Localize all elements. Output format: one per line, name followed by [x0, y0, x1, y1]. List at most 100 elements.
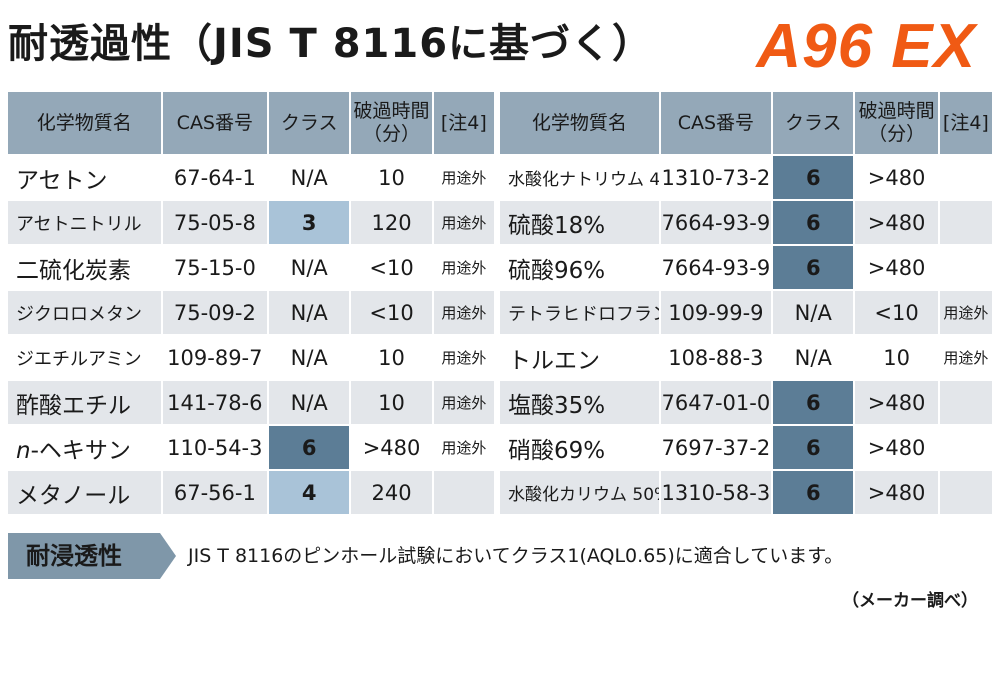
note-value — [433, 471, 494, 514]
chemical-name: アセトン — [16, 167, 108, 194]
chemical-name: トルエン — [508, 347, 600, 374]
cas-number: 7664-93-9 — [660, 201, 772, 244]
header-note4: [注4] — [939, 92, 992, 154]
header-breakthrough-time: 破過時間 （分） — [351, 92, 432, 154]
table-header-row: 化学物質名 CAS番号 クラス 破過時間 （分） [注4] — [8, 92, 494, 154]
note-value: 用途外 — [441, 439, 487, 457]
breakthrough-time: 240 — [351, 471, 432, 514]
header-chemical-name: 化学物質名 — [8, 92, 161, 154]
cas-number: 67-64-1 — [173, 165, 256, 190]
chemical-name: ジクロロメタン — [8, 291, 161, 334]
cas-number: 67-56-1 — [162, 471, 268, 514]
chemical-name: 二硫化炭素 — [16, 257, 131, 284]
note-value — [939, 201, 992, 244]
breakthrough-time: <10 — [369, 255, 414, 280]
breakthrough-time: >480 — [855, 201, 938, 244]
breakthrough-time: 10 — [378, 345, 405, 370]
header-class: クラス — [773, 92, 854, 154]
breakthrough-time: >480 — [867, 435, 926, 460]
breakthrough-time: <10 — [855, 291, 938, 334]
chemical-name: 硝酸69% — [508, 437, 606, 464]
cas-number: 1310-58-3 — [660, 471, 772, 514]
cas-number: 7664-93-9 — [661, 255, 771, 280]
cas-number: 7647-01-0 — [660, 381, 772, 424]
note-value: 用途外 — [433, 201, 494, 244]
cas-number: 1310-73-2 — [661, 165, 771, 190]
breakthrough-time: <10 — [351, 291, 432, 334]
permeation-table-right: 化学物質名 CAS番号 クラス 破過時間 （分） [注4] 水酸化ナトリウム 4… — [498, 90, 994, 516]
chemical-name-prefix: n — [16, 437, 31, 464]
note-value: 用途外 — [441, 259, 487, 277]
chemical-name: 水酸化ナトリウム 40% — [508, 170, 659, 190]
cas-number: 75-09-2 — [162, 291, 268, 334]
class-value: 6 — [773, 201, 854, 244]
cas-number: 141-78-6 — [162, 381, 268, 424]
breakthrough-time: >480 — [855, 471, 938, 514]
breakthrough-time: 10 — [883, 345, 910, 370]
source-note: （メーカー調べ） — [842, 591, 978, 611]
cas-number: 75-05-8 — [162, 201, 268, 244]
chemical-name: n-ヘキサン — [8, 426, 161, 469]
note-value: 用途外 — [441, 349, 487, 367]
breakthrough-time: 10 — [351, 381, 432, 424]
cas-number: 109-99-9 — [660, 291, 772, 334]
breakthrough-time: >480 — [362, 435, 421, 460]
cas-number: 108-88-3 — [668, 345, 764, 370]
table-row: テトラヒドロフラン 109-99-9 N/A <10 用途外 — [500, 291, 992, 334]
note-value — [940, 426, 992, 469]
chemical-name: メタノール — [8, 471, 161, 514]
header-note4: [注4] — [433, 92, 494, 154]
breakthrough-time: 120 — [351, 201, 432, 244]
header-cas-number: CAS番号 — [660, 92, 772, 154]
table-row: n-ヘキサン 110-54-3 6 >480 用途外 — [8, 426, 494, 469]
table-row: トルエン 108-88-3 N/A 10 用途外 — [500, 336, 992, 379]
class-value: N/A — [269, 291, 350, 334]
note-value: 用途外 — [433, 291, 494, 334]
cas-number: 75-15-0 — [173, 255, 256, 280]
penetration-text: JIS T 8116のピンホール試験においてクラス1(AQL0.65)に適合して… — [188, 545, 844, 567]
permeation-table-left: 化学物質名 CAS番号 クラス 破過時間 （分） [注4] アセトン 67-64-… — [6, 90, 496, 516]
breakthrough-time: 10 — [378, 165, 405, 190]
chemical-name: テトラヒドロフラン — [500, 291, 659, 334]
brand-logo-text: A96 EX — [756, 12, 976, 81]
header-cas-number: CAS番号 — [162, 92, 268, 154]
table-row: 水酸化カリウム 50% 1310-58-3 6 >480 — [500, 471, 992, 514]
table-row: 二硫化炭素 75-15-0 N/A <10 用途外 — [8, 246, 494, 289]
class-value: N/A — [773, 291, 854, 334]
class-value: 6 — [773, 426, 854, 469]
table-row: ジエチルアミン 109-89-7 N/A 10 用途外 — [8, 336, 494, 379]
note-value: 用途外 — [433, 381, 494, 424]
cas-number: 7697-37-2 — [661, 435, 771, 460]
note-value — [939, 381, 992, 424]
class-value: 4 — [269, 471, 350, 514]
page-title: 耐透過性（JIS T 8116に基づく） — [8, 21, 654, 67]
note-value — [940, 156, 992, 199]
note-value — [940, 246, 992, 289]
header-breakthrough-time: 破過時間 （分） — [855, 92, 938, 154]
class-value: 6 — [269, 426, 350, 469]
table-header-row: 化学物質名 CAS番号 クラス 破過時間 （分） [注4] — [500, 92, 992, 154]
chemical-name: アセトニトリル — [8, 201, 161, 244]
class-value: 6 — [773, 381, 854, 424]
chemical-name-text: -ヘキサン — [30, 437, 131, 464]
class-value: 6 — [773, 156, 854, 199]
class-value: 6 — [773, 471, 854, 514]
class-value: N/A — [269, 381, 350, 424]
chemical-name: 硫酸18% — [500, 201, 659, 244]
class-value: 3 — [269, 201, 350, 244]
chemical-name: 塩酸35% — [500, 381, 659, 424]
table-row: 酢酸エチル 141-78-6 N/A 10 用途外 — [8, 381, 494, 424]
table-row: 硝酸69% 7697-37-2 6 >480 — [500, 426, 992, 469]
table-row: 水酸化ナトリウム 40%1310-73-26 >480 — [500, 156, 992, 199]
table-row: メタノール 67-56-1 4 240 — [8, 471, 494, 514]
class-value: N/A — [290, 165, 328, 190]
chemical-name: 水酸化カリウム 50% — [500, 471, 659, 514]
chemical-name: 酢酸エチル — [8, 381, 161, 424]
class-value: N/A — [290, 255, 328, 280]
note-value: 用途外 — [943, 349, 989, 367]
note-value — [939, 471, 992, 514]
note-value: 用途外 — [939, 291, 992, 334]
chemical-name: ジエチルアミン — [16, 348, 142, 370]
penetration-label: 耐浸透性 — [8, 533, 160, 579]
table-row: 硫酸96% 7664-93-9 6 >480 — [500, 246, 992, 289]
